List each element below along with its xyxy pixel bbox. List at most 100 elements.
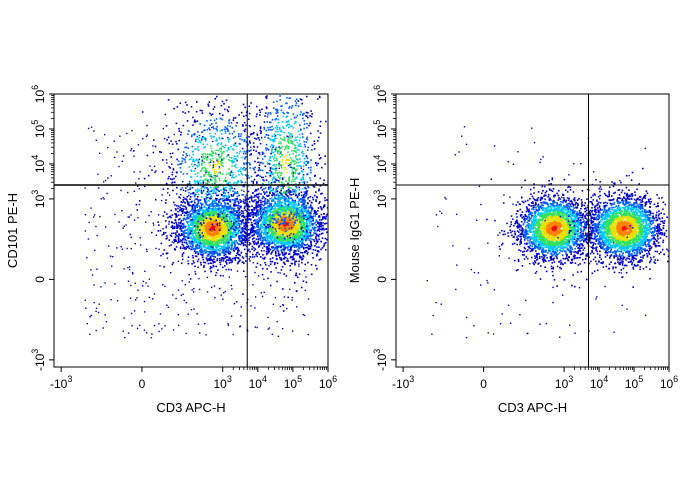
event-dot xyxy=(180,214,182,216)
event-dot xyxy=(207,251,210,253)
event-dot xyxy=(218,220,220,223)
event-dot xyxy=(203,246,205,248)
event-dot xyxy=(243,121,246,124)
event-dot xyxy=(174,208,177,210)
event-dot xyxy=(195,255,198,258)
event-dot xyxy=(237,220,239,222)
event-dot xyxy=(226,234,229,237)
event-dot xyxy=(243,115,245,118)
event-dot xyxy=(163,211,166,213)
event-dot xyxy=(232,218,235,220)
event-dot xyxy=(272,207,275,210)
event-dot xyxy=(235,226,237,228)
event-dot xyxy=(173,239,175,241)
event-dot xyxy=(238,238,240,240)
event-dot xyxy=(196,120,199,122)
event-dot xyxy=(233,231,236,233)
event-dot xyxy=(159,229,162,232)
event-dot xyxy=(188,247,190,249)
event-dot xyxy=(239,201,242,203)
event-dot xyxy=(162,188,165,190)
event-dot xyxy=(323,242,326,245)
event-dot xyxy=(220,142,223,144)
event-dot xyxy=(209,119,212,122)
event-dot xyxy=(183,201,185,203)
event-dot xyxy=(221,249,224,251)
event-dot xyxy=(227,110,230,113)
event-dot xyxy=(267,252,269,254)
event-dot xyxy=(227,213,230,216)
event-dot xyxy=(213,248,216,251)
event-dot xyxy=(252,200,255,203)
event-dot xyxy=(206,191,209,193)
event-dot xyxy=(262,200,264,203)
event-dot xyxy=(219,253,221,256)
event-dot xyxy=(168,239,171,241)
event-dot xyxy=(212,126,215,128)
event-dot xyxy=(228,241,231,244)
event-dot xyxy=(237,257,240,260)
event-dot xyxy=(224,250,227,253)
event-dot xyxy=(224,235,227,237)
event-dot xyxy=(196,260,199,263)
event-dot xyxy=(204,233,206,236)
event-dot xyxy=(234,246,237,249)
event-dot xyxy=(237,228,239,231)
event-dot xyxy=(229,181,231,184)
event-dot xyxy=(242,214,245,217)
event-dot xyxy=(228,252,230,255)
event-dot xyxy=(212,255,215,258)
event-dot xyxy=(195,138,197,141)
event-dot xyxy=(184,198,186,200)
event-dot xyxy=(222,173,224,176)
event-dot xyxy=(208,127,210,129)
event-dot xyxy=(235,234,237,236)
event-dot xyxy=(221,241,223,243)
event-dot xyxy=(210,262,213,265)
event-dot xyxy=(189,210,192,212)
event-dot xyxy=(195,180,198,183)
event-dot xyxy=(183,208,185,210)
event-dot xyxy=(203,249,206,252)
event-dot xyxy=(203,220,205,223)
event-dot xyxy=(209,259,212,262)
event-dot xyxy=(216,198,218,200)
event-dot xyxy=(236,122,238,124)
event-dot xyxy=(194,182,196,184)
event-dot xyxy=(233,177,235,179)
event-dot xyxy=(177,205,180,207)
event-dot xyxy=(252,167,255,170)
event-dot xyxy=(183,232,185,234)
event-dot xyxy=(260,241,263,244)
event-dot xyxy=(205,233,207,236)
event-dot xyxy=(199,123,201,125)
event-dot xyxy=(247,234,250,237)
event-dot xyxy=(301,261,303,264)
event-dot xyxy=(213,216,215,218)
event-dot xyxy=(250,102,252,104)
event-dot xyxy=(233,236,235,239)
event-dot xyxy=(223,244,225,247)
event-dot xyxy=(165,252,168,255)
event-dot xyxy=(215,237,217,239)
event-dot xyxy=(197,202,200,204)
event-dot xyxy=(202,209,205,211)
event-dot xyxy=(216,189,218,192)
event-dot xyxy=(224,130,227,133)
event-dot xyxy=(228,194,230,197)
event-dot xyxy=(201,112,204,114)
event-dot xyxy=(240,133,243,135)
event-dot xyxy=(298,186,300,189)
event-dot xyxy=(263,245,265,247)
event-dot xyxy=(218,287,221,290)
event-dot xyxy=(191,222,194,225)
event-dot xyxy=(224,231,227,233)
event-dot xyxy=(214,97,216,100)
event-dot xyxy=(278,163,280,165)
event-dot xyxy=(233,205,235,207)
event-dot xyxy=(225,205,228,208)
event-dot xyxy=(231,245,233,248)
event-dot xyxy=(187,232,189,235)
event-dot xyxy=(192,210,194,212)
event-dot xyxy=(188,221,190,223)
